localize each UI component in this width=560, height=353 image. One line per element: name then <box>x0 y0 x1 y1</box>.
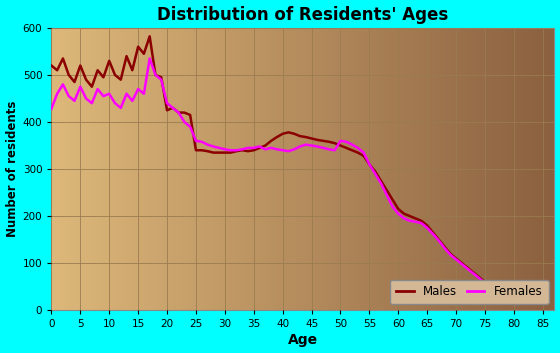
Females <box>528 298 535 302</box>
Females <box>71 99 78 103</box>
Females <box>430 232 436 236</box>
Males <box>291 132 297 136</box>
Females <box>539 288 546 293</box>
Females <box>59 82 66 86</box>
Legend: Males, Females: Males, Females <box>390 280 549 304</box>
Line: Males: Males <box>52 36 543 302</box>
Females <box>291 147 297 151</box>
Line: Females: Females <box>52 59 543 300</box>
Males <box>539 300 546 304</box>
Males <box>430 231 436 235</box>
Males <box>48 64 55 68</box>
Males <box>71 80 78 84</box>
Males <box>146 34 153 38</box>
Females <box>470 271 477 276</box>
Females <box>100 94 107 98</box>
Males <box>100 75 107 79</box>
Females <box>48 107 55 111</box>
Males <box>470 270 477 275</box>
Males <box>59 56 66 61</box>
Y-axis label: Number of residents: Number of residents <box>6 101 18 237</box>
X-axis label: Age: Age <box>288 334 318 347</box>
Title: Distribution of Residents' Ages: Distribution of Residents' Ages <box>157 6 449 24</box>
Females <box>146 56 153 61</box>
